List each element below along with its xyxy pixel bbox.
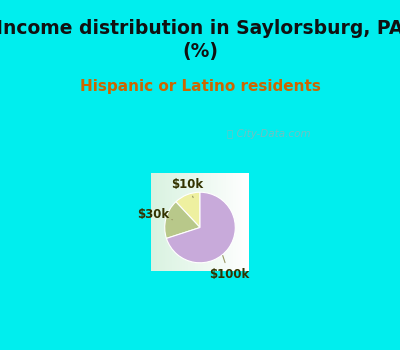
Text: ⌕ City-Data.com: ⌕ City-Data.com — [227, 130, 310, 139]
Text: Hispanic or Latino residents: Hispanic or Latino residents — [80, 79, 320, 94]
Text: Income distribution in Saylorsburg, PA
(%): Income distribution in Saylorsburg, PA (… — [0, 19, 400, 61]
Wedge shape — [166, 192, 235, 263]
Wedge shape — [176, 192, 200, 228]
Text: $10k: $10k — [171, 178, 203, 197]
Text: $30k: $30k — [137, 208, 172, 220]
Wedge shape — [165, 202, 200, 238]
Text: $100k: $100k — [209, 256, 249, 281]
